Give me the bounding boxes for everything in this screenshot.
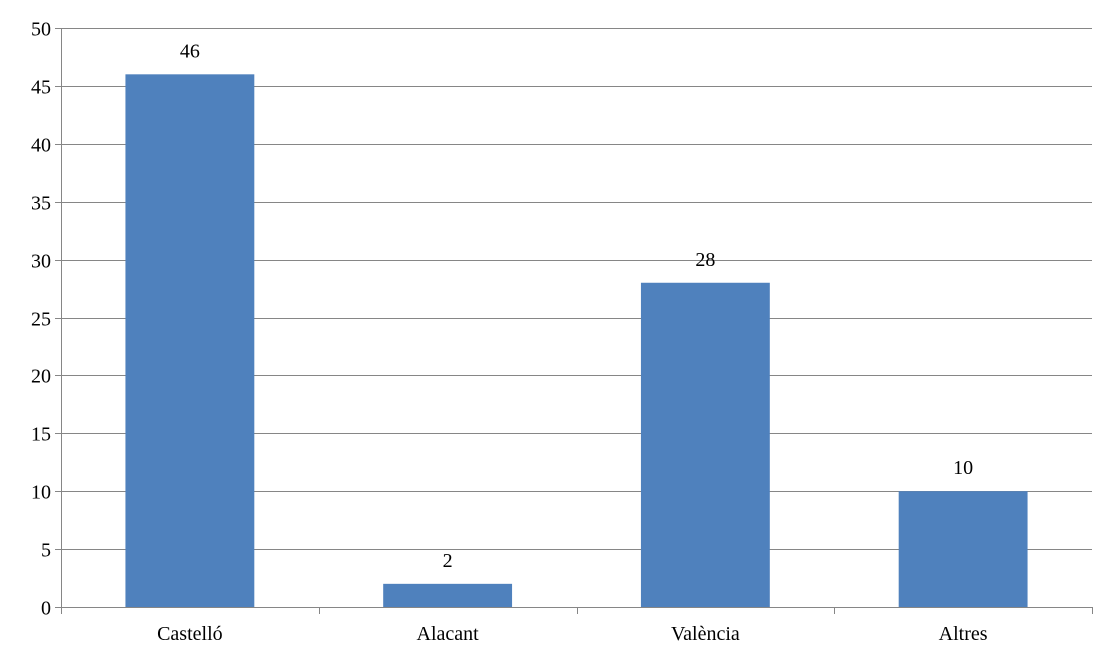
bar-alacant (383, 583, 513, 607)
y-tick-label: 30 (31, 251, 51, 273)
x-category-label: Castelló (157, 623, 223, 645)
bar-castelló (125, 74, 255, 607)
data-labels: 46 2 28 10 (180, 40, 973, 572)
y-axis-ticks: 0 5 10 15 20 25 30 35 40 45 50 (31, 19, 61, 620)
y-tick-label: 45 (31, 77, 51, 99)
y-tick-label: 40 (31, 135, 51, 157)
bar-altres (898, 491, 1028, 607)
y-tick-label: 0 (41, 598, 51, 620)
x-axis-ticks: Castelló Alacant València Altres (61, 607, 1093, 645)
y-tick-label: 5 (41, 540, 51, 562)
y-tick-label: 50 (31, 19, 51, 41)
data-label: 28 (695, 249, 715, 271)
bars (125, 74, 1028, 607)
y-tick-label: 15 (31, 424, 51, 446)
y-tick-label: 10 (31, 482, 51, 504)
data-label: 10 (953, 457, 973, 479)
x-category-label: Alacant (417, 623, 480, 645)
y-tick-label: 20 (31, 366, 51, 388)
data-label: 2 (443, 550, 453, 572)
y-tick-label: 35 (31, 193, 51, 215)
y-tick-label: 25 (31, 309, 51, 331)
x-category-label: Altres (939, 623, 988, 645)
x-category-label: València (671, 623, 740, 645)
axes (61, 28, 1092, 608)
bar-valència (640, 282, 770, 607)
data-label: 46 (180, 40, 200, 62)
